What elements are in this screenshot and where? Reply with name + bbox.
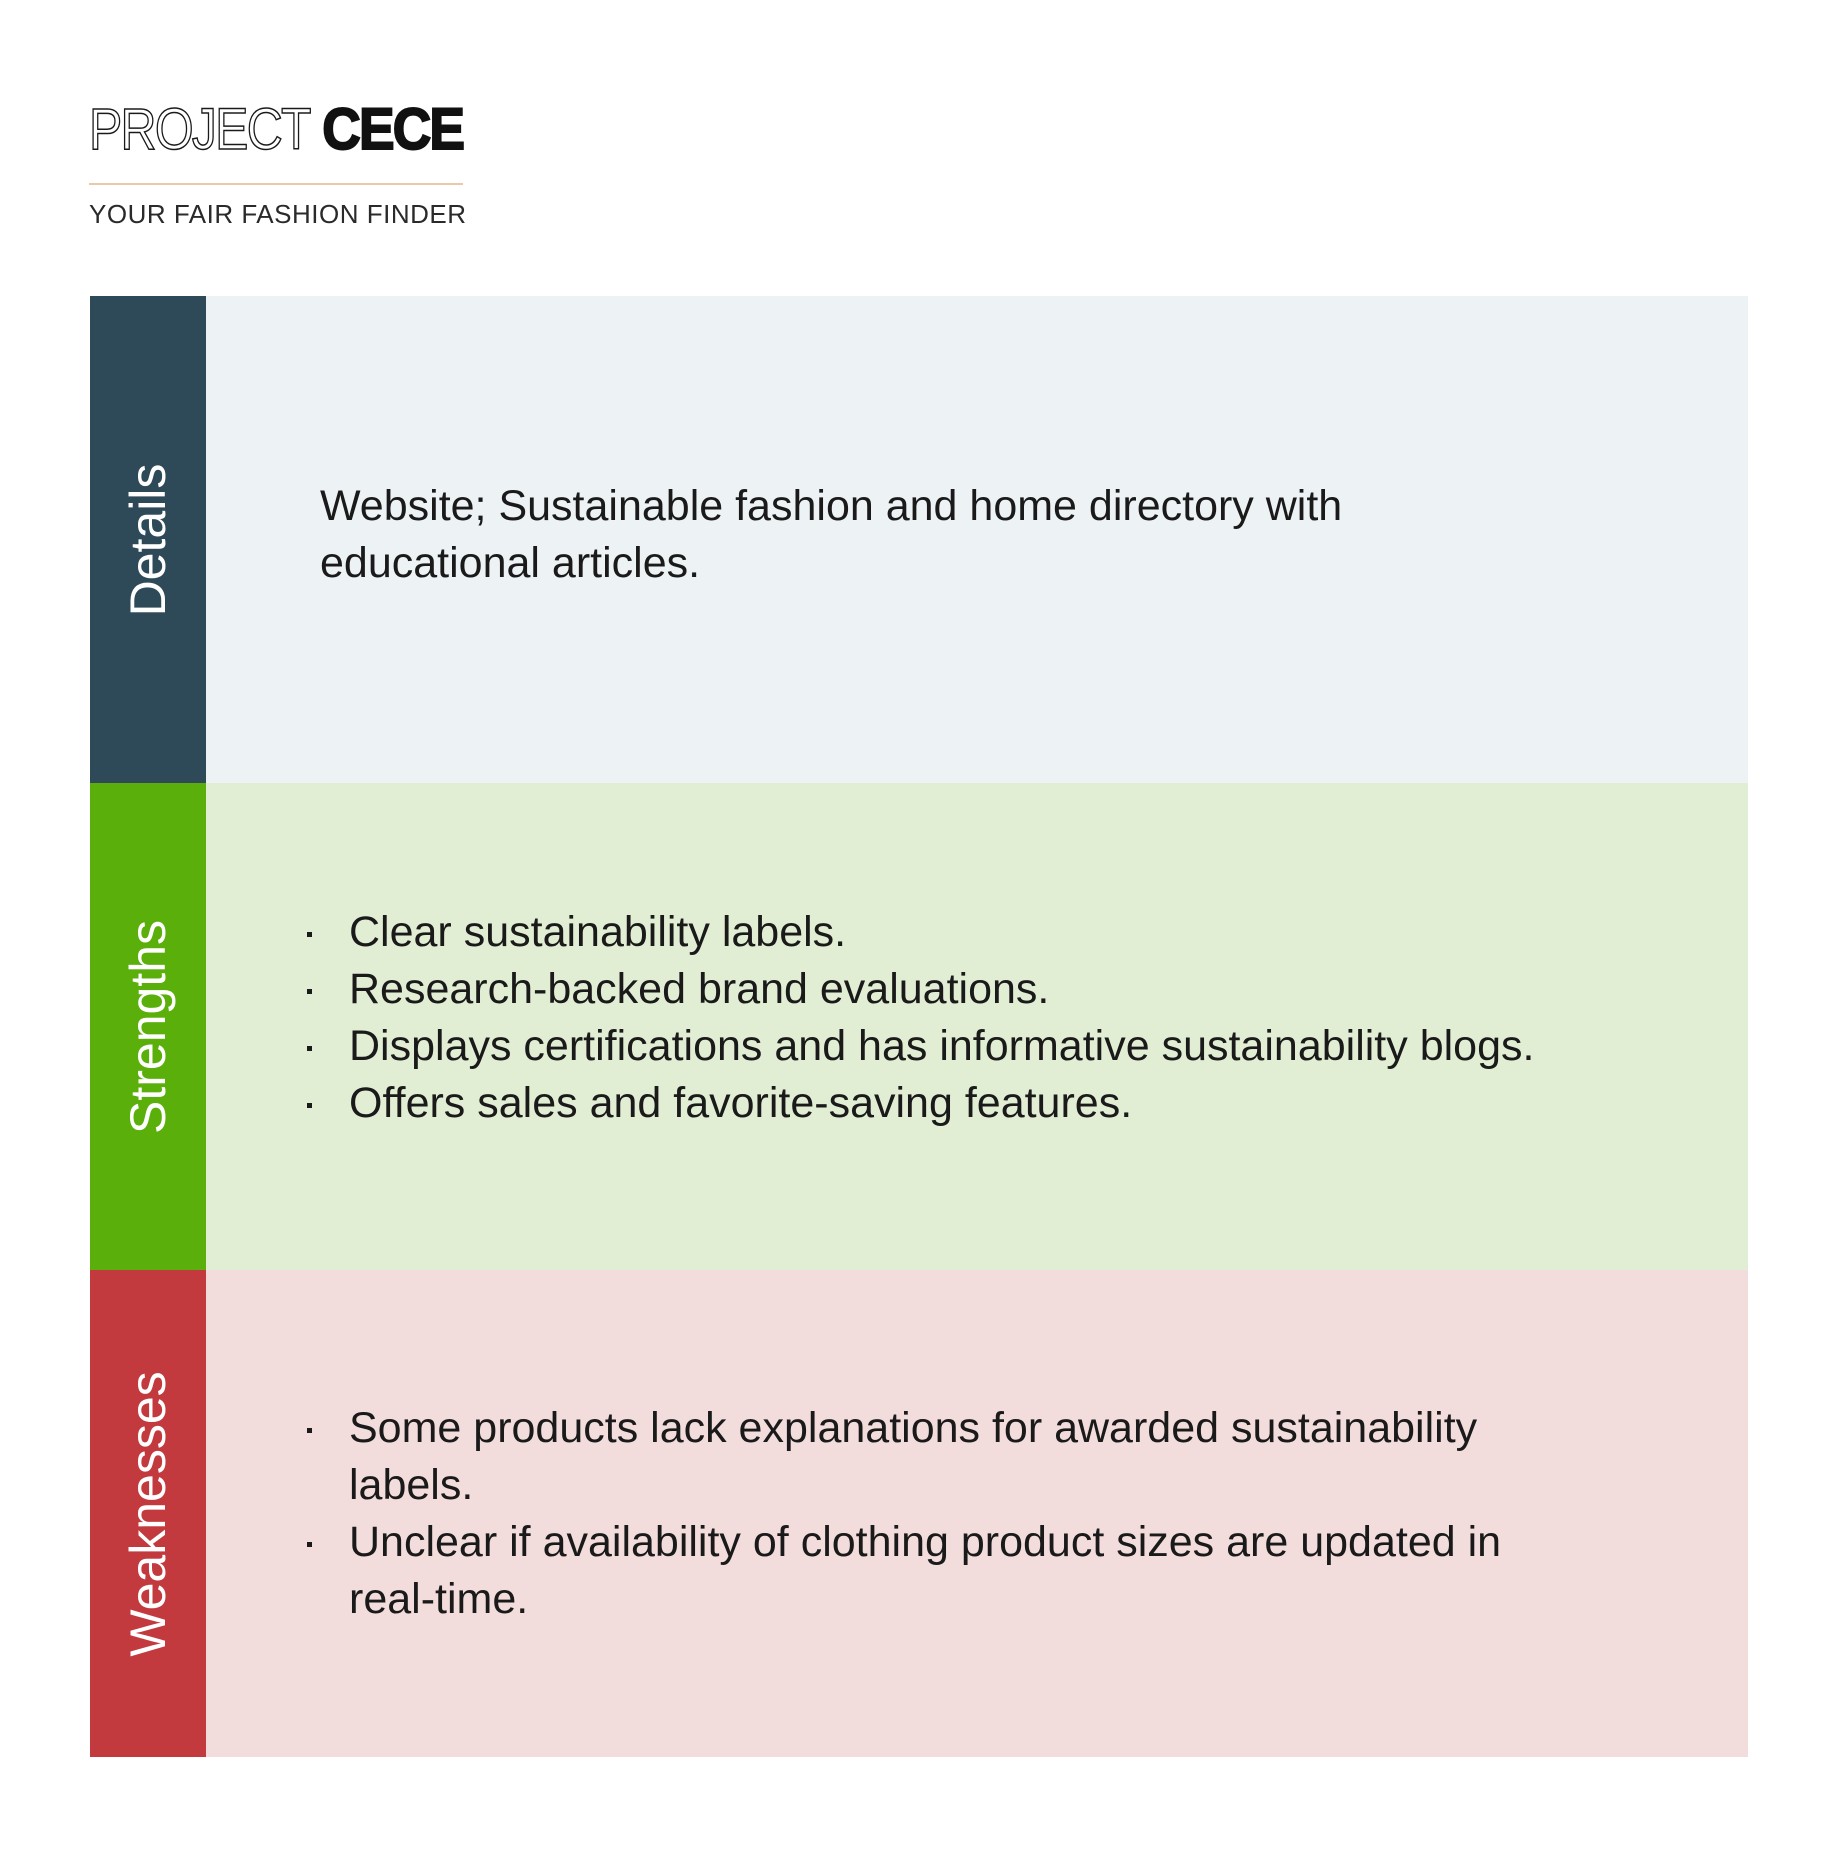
strengths-row: Strengths Clear sustainability labels. R… — [90, 783, 1748, 1270]
weaknesses-label: Weaknesses — [120, 1370, 176, 1657]
weaknesses-tab: Weaknesses — [90, 1270, 206, 1757]
weaknesses-item: Some products lack explanations for awar… — [307, 1400, 1537, 1514]
weaknesses-content: Some products lack explanations for awar… — [206, 1270, 1748, 1757]
details-tab: Details — [90, 296, 206, 783]
strengths-label: Strengths — [120, 919, 176, 1134]
weaknesses-item: Unclear if availability of clothing prod… — [307, 1514, 1537, 1628]
strengths-item: Clear sustainability labels. — [307, 904, 1534, 961]
evaluation-table: Details Website; Sustainable fashion and… — [90, 296, 1748, 1757]
logo-word-cece: CECE — [321, 97, 466, 162]
logo-word-project: PROJECT — [88, 97, 312, 162]
logo-wordmark: PROJECT CECE — [88, 100, 465, 160]
weaknesses-row: Weaknesses Some products lack explanatio… — [90, 1270, 1748, 1757]
logo-divider — [89, 183, 463, 185]
logo-tagline: YOUR FAIR FASHION FINDER — [89, 199, 467, 229]
weaknesses-list: Some products lack explanations for awar… — [307, 1400, 1537, 1628]
details-row: Details Website; Sustainable fashion and… — [90, 296, 1748, 783]
strengths-list: Clear sustainability labels. Research-ba… — [307, 904, 1534, 1132]
strengths-item: Research-backed brand evaluations. — [307, 961, 1534, 1018]
strengths-item: Displays certifications and has informat… — [307, 1018, 1534, 1075]
strengths-tab: Strengths — [90, 783, 206, 1270]
details-content: Website; Sustainable fashion and home di… — [206, 296, 1748, 783]
details-label: Details — [120, 463, 176, 616]
brand-logo: PROJECT CECE YOUR FAIR FASHION FINDER — [88, 100, 467, 230]
strengths-content: Clear sustainability labels. Research-ba… — [206, 783, 1748, 1270]
strengths-item: Offers sales and favorite-saving feature… — [307, 1075, 1534, 1132]
details-text: Website; Sustainable fashion and home di… — [320, 481, 1343, 587]
